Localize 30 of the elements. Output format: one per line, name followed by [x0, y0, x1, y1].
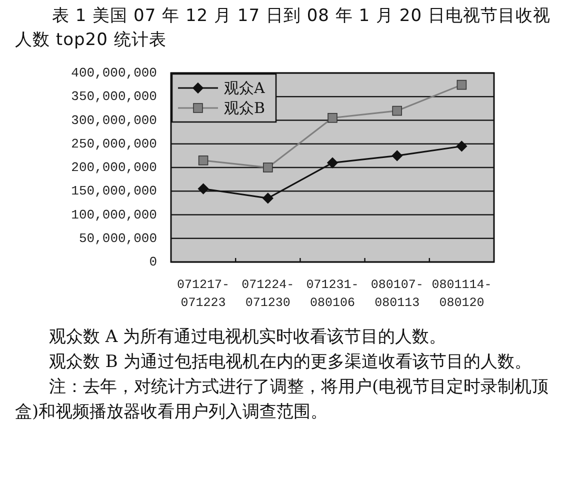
y-tick-label: 150,000,000 [71, 184, 157, 199]
y-tick-label: 0 [149, 254, 157, 270]
point [198, 156, 208, 166]
legend-label: 观众A [224, 79, 265, 97]
point [456, 80, 467, 90]
x-tick-label: 071231-080106 [306, 278, 359, 310]
point [456, 140, 468, 152]
text: 注：去年，对统计方式进行了调整，将用户(电视节目定时录制机顶盒)和视频播放器收看用户列入调查范围。 [15, 376, 550, 424]
point [262, 192, 274, 204]
text: 观众数 B 为通过包括电视机在内的更多渠道收看该节目的人数。 [48, 351, 532, 374]
legend-label: 观众B [224, 99, 266, 117]
y-tick-label: 250,000,000 [71, 136, 157, 152]
x-tick-label: 080107-080113 [370, 278, 424, 310]
x-tick-label: 071224-071230 [242, 278, 294, 310]
point [327, 157, 338, 168]
y-tick-label: 350,000,000 [71, 89, 157, 104]
chart-title: 表 1 美国 07 年 12 月 17 日到 08 年 1 月 20 日电视节目收视人数 top20 统计表 [15, 5, 551, 52]
y-tick-label: 300,000,000 [71, 112, 157, 128]
point [328, 112, 338, 123]
y-tick-label: 400,000,000 [71, 66, 157, 80]
x-tick-label: 0801114-080120 [432, 278, 492, 310]
x-tick-label: 071217-071223 [177, 278, 230, 310]
point [392, 150, 402, 162]
point [263, 162, 273, 172]
y-tick-label: 50,000,000 [78, 230, 157, 246]
point [198, 183, 209, 194]
text: 观众数 A 为所有通过电视机实时收看该节目的人数。 [48, 326, 448, 349]
y-tick-label: 200,000,000 [71, 160, 157, 175]
y-tick-label: 100,000,000 [71, 207, 157, 222]
point [392, 106, 402, 116]
